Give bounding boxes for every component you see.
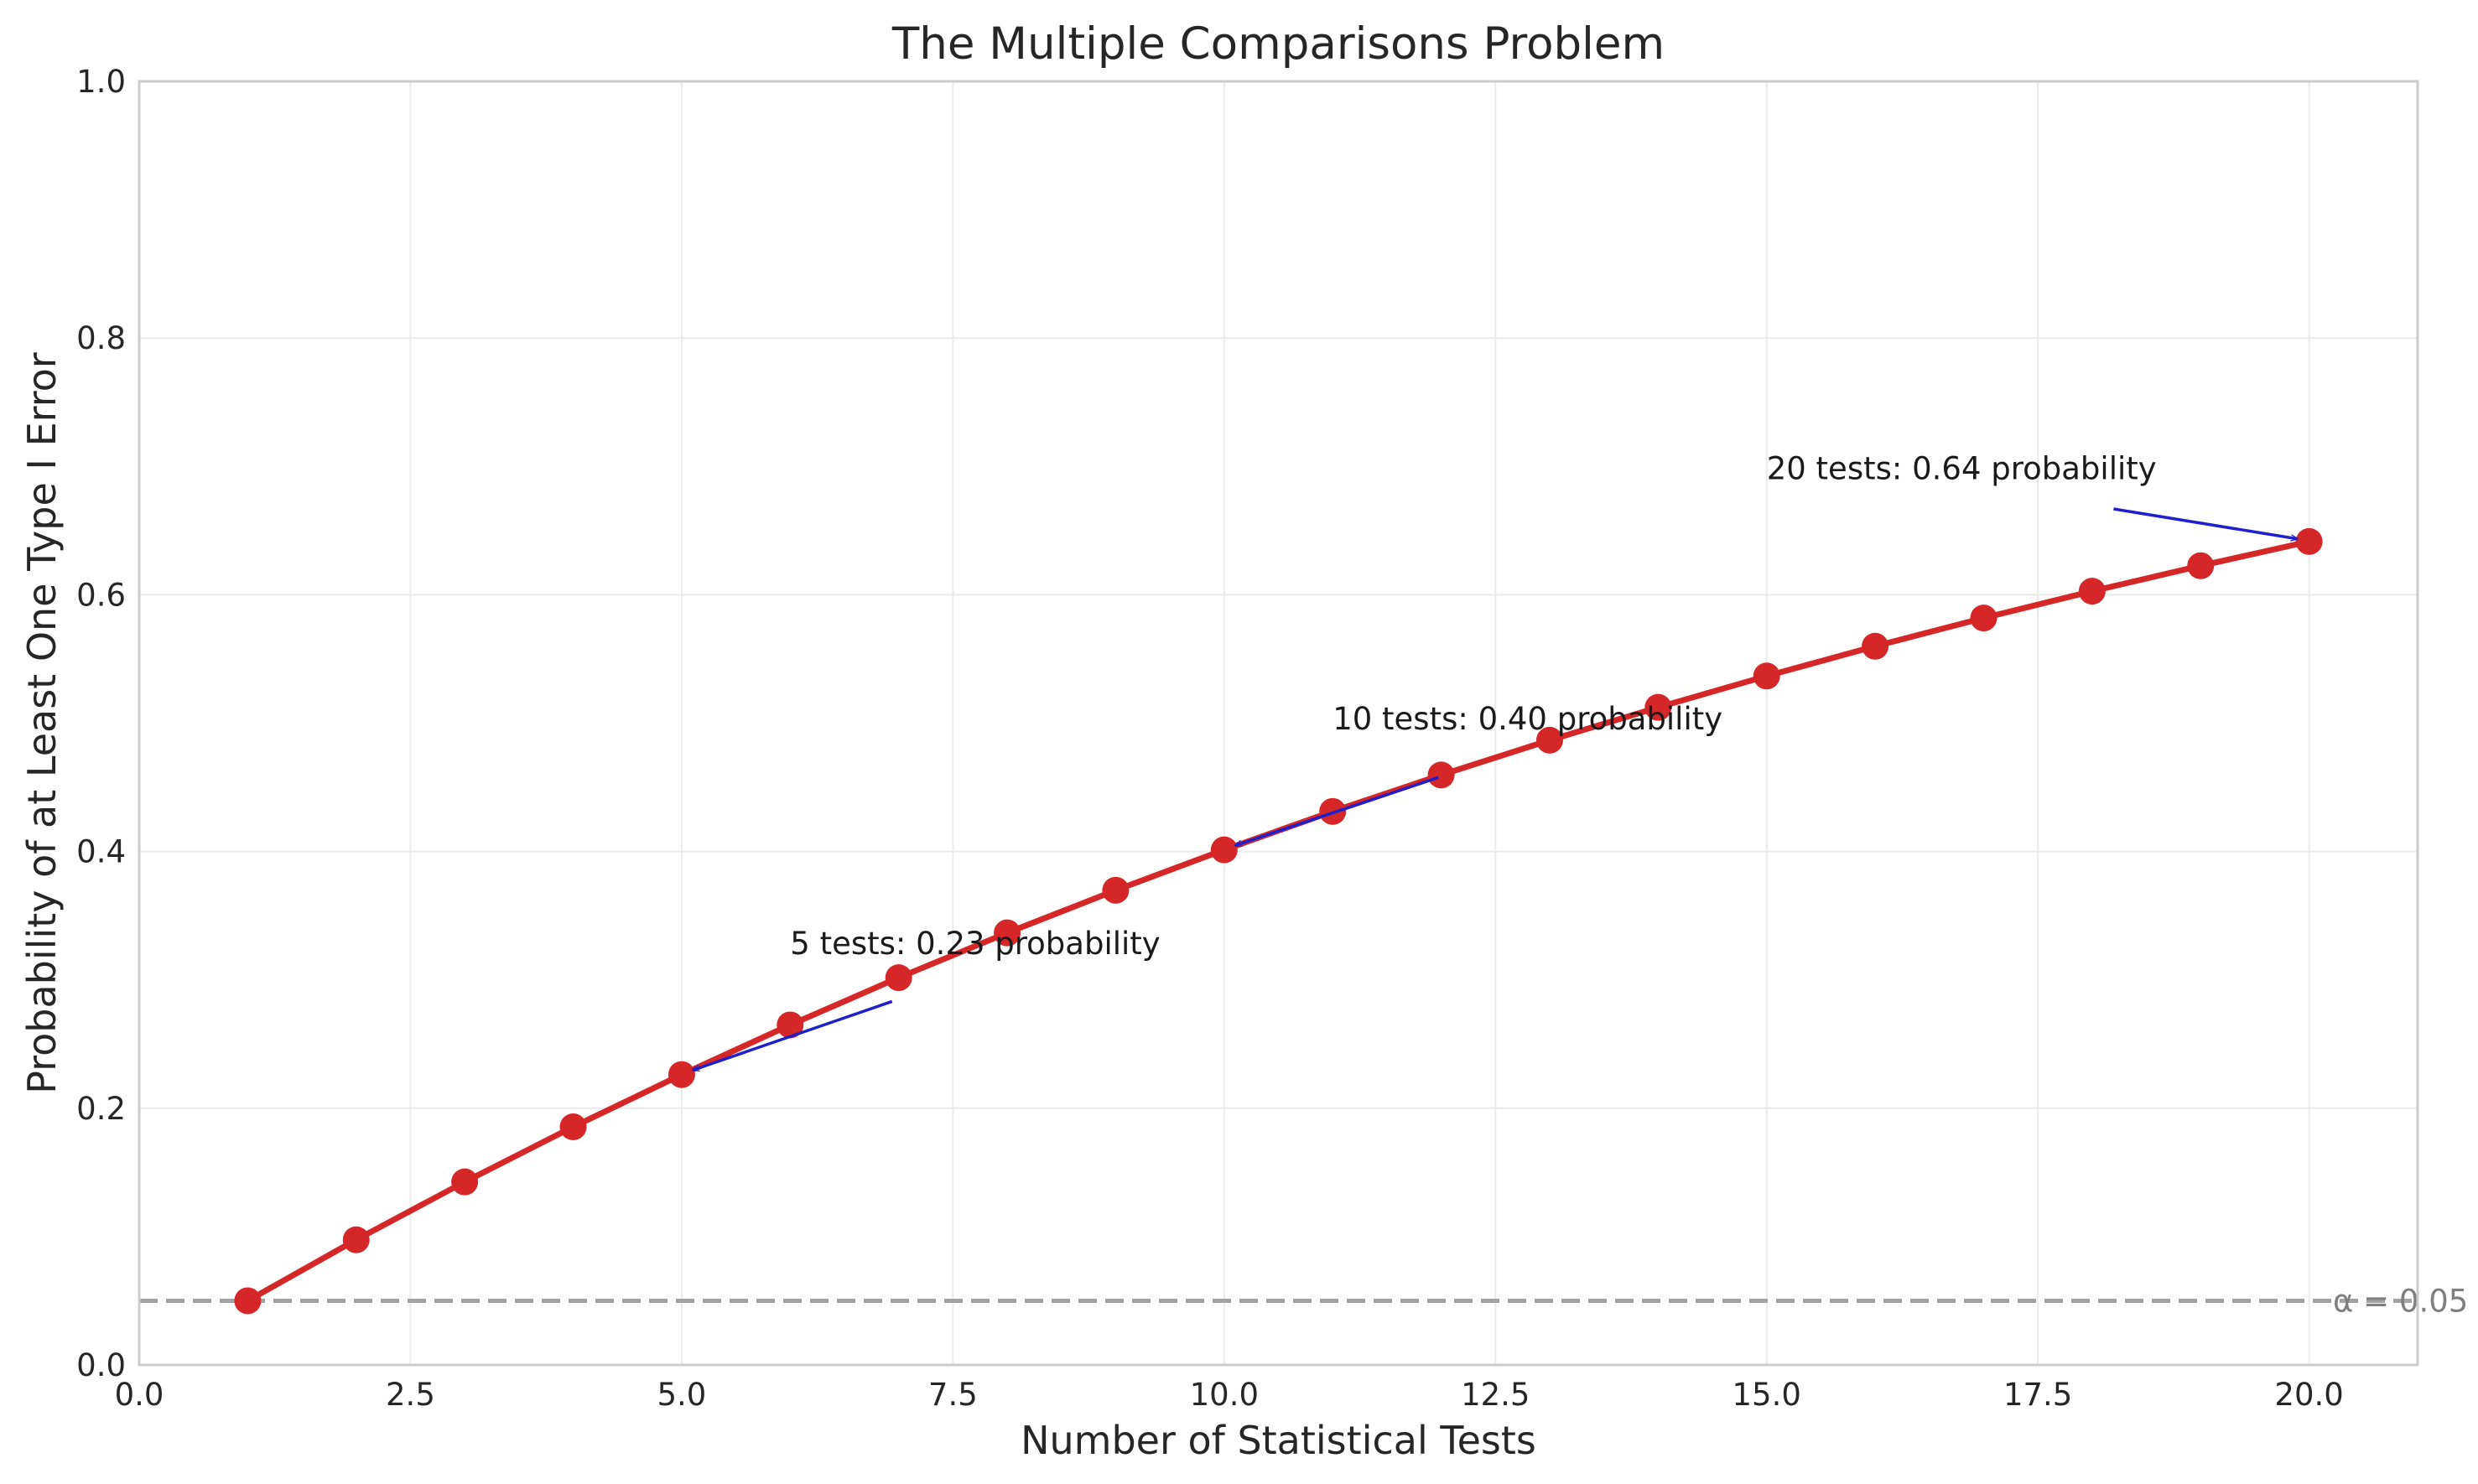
x-tick-labels: 0.0 2.5 5.0 7.5 10.0 12.5 15.0 17.5 20.0 (115, 1377, 2344, 1413)
data-point (2295, 527, 2323, 555)
data-point (1862, 632, 1889, 660)
data-point (1535, 726, 1563, 754)
data-point (1644, 693, 1672, 721)
annotation-arrow (2113, 507, 2298, 539)
x-tick-label: 15.0 (1733, 1377, 1801, 1413)
data-point (1102, 876, 1130, 904)
data-point (1970, 604, 1997, 632)
series-group (234, 527, 2323, 1315)
y-tick-label: 0.4 (76, 834, 126, 870)
x-tick-label: 17.5 (2003, 1377, 2072, 1413)
data-point (777, 1011, 804, 1039)
data-point (994, 919, 1021, 947)
data-point (1427, 761, 1455, 789)
x-tick-label: 12.5 (1461, 1377, 1530, 1413)
x-tick-label: 20.0 (2274, 1377, 2343, 1413)
x-tick-label: 10.0 (1190, 1377, 1259, 1413)
x-tick-label: 0.0 (115, 1377, 164, 1413)
data-point (559, 1113, 587, 1140)
chart-title: The Multiple Comparisons Problem (891, 18, 1665, 70)
y-tick-label: 0.8 (76, 320, 126, 356)
data-point (451, 1168, 479, 1196)
data-point (2078, 578, 2106, 605)
series-line (246, 538, 2310, 1304)
y-tick-label: 0.2 (76, 1091, 126, 1127)
y-tick-label: 0.6 (76, 577, 126, 613)
y-tick-labels: 0.0 0.2 0.4 0.6 0.8 1.0 (76, 64, 126, 1383)
y-tick-label: 0.0 (76, 1347, 126, 1383)
plot-area-frame (138, 80, 2419, 1367)
data-point (2187, 552, 2215, 579)
alpha-reference-label: α = 0.05 (2333, 1283, 2468, 1319)
x-axis-title: Number of Statistical Tests (1021, 1418, 1536, 1463)
annotation-label: 10 tests: 0.40 probability (1333, 701, 1722, 737)
annotation-arrow (1235, 776, 1439, 848)
data-point (1210, 836, 1238, 864)
data-point (234, 1287, 262, 1315)
y-tick-label: 1.0 (76, 64, 126, 100)
y-axis-title: Probability of at Least One Type I Error (19, 352, 65, 1093)
data-point (1753, 662, 1780, 690)
annotations-group: 5 tests: 0.23 probability 10 tests: 0.40 … (693, 451, 2298, 1072)
data-point (885, 964, 912, 992)
reference-line-group: α = 0.05 (139, 1283, 2468, 1319)
x-tick-label: 7.5 (928, 1377, 978, 1413)
x-tick-label: 2.5 (386, 1377, 435, 1413)
data-point (668, 1061, 695, 1088)
data-point (342, 1226, 370, 1253)
annotation-label: 5 tests: 0.23 probability (790, 926, 1160, 962)
x-tick-label: 5.0 (657, 1377, 706, 1413)
annotation-arrow (693, 999, 893, 1072)
annotation-label: 20 tests: 0.64 probability (1767, 451, 2157, 487)
